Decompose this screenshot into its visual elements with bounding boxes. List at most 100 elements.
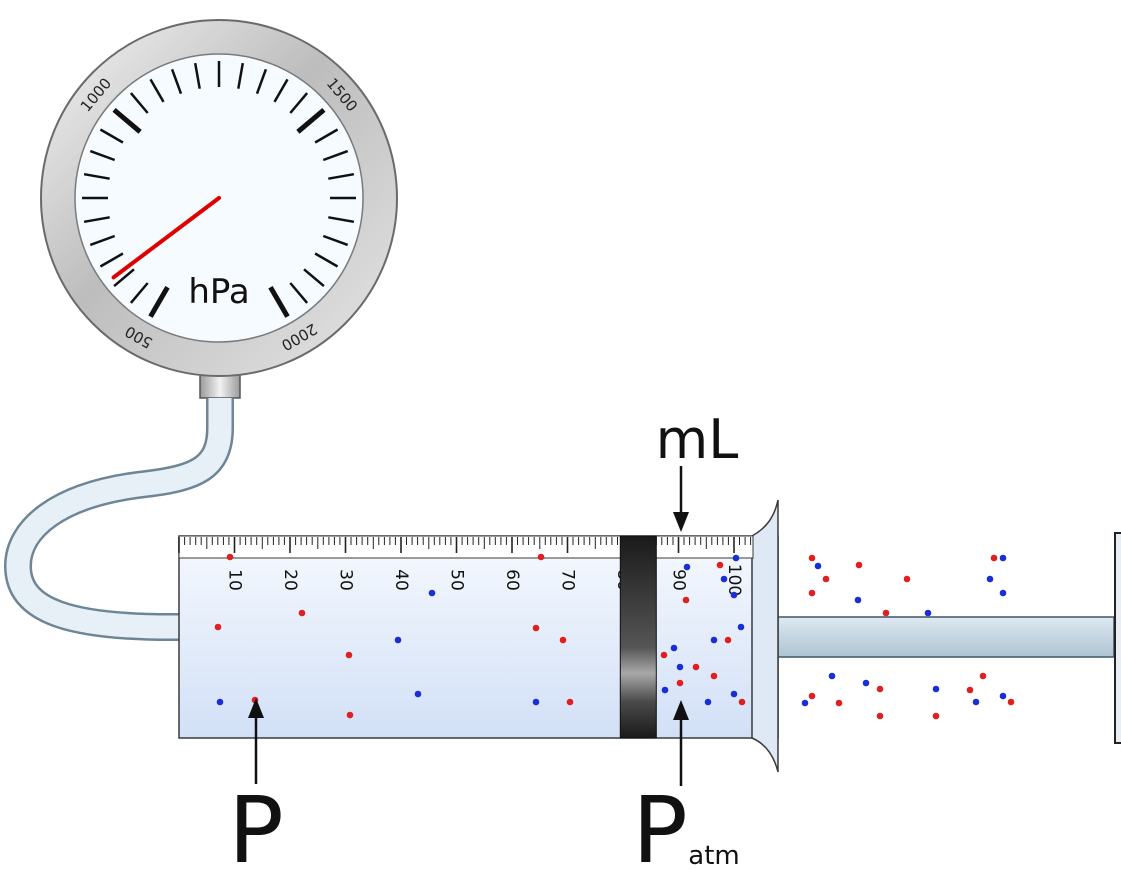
syringe-scale-labels: 102030405060708090100 bbox=[225, 564, 745, 596]
red-particle bbox=[990, 554, 998, 562]
scale-label: 50 bbox=[447, 569, 467, 591]
gauge-tick bbox=[148, 285, 170, 318]
scale-label: 10 bbox=[225, 569, 245, 591]
blue-particle bbox=[394, 636, 402, 644]
gauge-ticks bbox=[82, 61, 356, 318]
red-particle bbox=[882, 609, 890, 617]
red-particle bbox=[876, 685, 884, 693]
red-particle bbox=[566, 698, 574, 706]
red-particle bbox=[808, 692, 816, 700]
gauge-tick bbox=[89, 234, 116, 247]
red-particle bbox=[660, 651, 668, 659]
red-particle bbox=[835, 699, 843, 707]
gauge-unit: hPa bbox=[188, 272, 249, 312]
red-particle bbox=[876, 712, 884, 720]
gauge-tick bbox=[268, 285, 290, 318]
gauge-tick bbox=[314, 252, 339, 268]
syringe-barrel: 102030405060708090100 bbox=[178, 499, 779, 773]
gauge-tick bbox=[328, 216, 355, 224]
blue-particle bbox=[862, 679, 870, 687]
gauge-tick bbox=[237, 62, 245, 89]
red-particle bbox=[214, 623, 222, 631]
blue-particle bbox=[972, 698, 980, 706]
blue-particle bbox=[216, 698, 224, 706]
blue-particle bbox=[730, 690, 738, 698]
scale-label: 90 bbox=[669, 569, 689, 591]
red-particle bbox=[682, 596, 690, 604]
plunger-stopper bbox=[619, 535, 657, 739]
gauge-tick bbox=[322, 149, 349, 162]
scale-label: 40 bbox=[391, 569, 411, 591]
blue-particle bbox=[999, 589, 1007, 597]
gauge-tick bbox=[89, 149, 116, 162]
red-particle bbox=[537, 553, 545, 561]
barrel-flange bbox=[751, 499, 779, 773]
plunger-thumb-plate bbox=[1114, 532, 1121, 744]
gauge-tick bbox=[99, 128, 124, 144]
gas-particles bbox=[214, 553, 1015, 720]
gauge-tick bbox=[289, 92, 309, 114]
red-particle bbox=[345, 651, 353, 659]
atm-pressure-subscript: atm bbox=[688, 841, 739, 870]
red-particle bbox=[298, 609, 306, 617]
gauge-tick bbox=[289, 282, 309, 304]
red-particle bbox=[738, 698, 746, 706]
gauge-tick bbox=[112, 107, 142, 134]
blue-particle bbox=[932, 685, 940, 693]
red-particle bbox=[966, 686, 974, 694]
gauge-needle bbox=[111, 196, 221, 280]
blue-particle bbox=[532, 698, 540, 706]
scale-label: 20 bbox=[280, 569, 300, 591]
red-particle bbox=[716, 561, 724, 569]
gauge-tick bbox=[149, 78, 165, 103]
blue-particle bbox=[854, 596, 862, 604]
blue-particle bbox=[801, 699, 809, 707]
blue-particle bbox=[710, 636, 718, 644]
blue-particle bbox=[828, 672, 836, 680]
gauge-tick bbox=[170, 68, 183, 95]
blue-particle bbox=[924, 609, 932, 617]
blue-particle bbox=[428, 589, 436, 597]
red-particle bbox=[724, 636, 732, 644]
atmospheric-pressure-indicator: P atm bbox=[632, 700, 740, 870]
gauge-tick bbox=[303, 268, 325, 288]
red-particle bbox=[1007, 698, 1015, 706]
red-particle bbox=[808, 554, 816, 562]
atm-pressure-label: P bbox=[632, 777, 687, 870]
pressure-label: P bbox=[228, 777, 283, 870]
blue-particle bbox=[999, 692, 1007, 700]
gauge-tick bbox=[328, 172, 355, 180]
gauge-tick bbox=[296, 107, 326, 134]
blue-particle bbox=[730, 591, 738, 599]
gauge-tick bbox=[193, 62, 201, 89]
blue-particle bbox=[661, 686, 669, 694]
blue-particle bbox=[414, 690, 422, 698]
gauge-tick bbox=[129, 282, 149, 304]
blue-particle bbox=[732, 554, 740, 562]
red-particle bbox=[903, 575, 911, 583]
scale-label: 60 bbox=[502, 569, 522, 591]
scale-label: 70 bbox=[558, 569, 578, 591]
red-particle bbox=[692, 663, 700, 671]
blue-particle bbox=[999, 554, 1007, 562]
red-particle bbox=[532, 624, 540, 632]
red-particle bbox=[822, 575, 830, 583]
gauge-tick bbox=[113, 268, 135, 288]
blue-particle bbox=[986, 575, 994, 583]
volume-unit-label: mL bbox=[656, 408, 739, 471]
red-particle bbox=[346, 711, 354, 719]
red-particle bbox=[226, 553, 234, 561]
blue-particle bbox=[704, 698, 712, 706]
pressure-indicator: P bbox=[228, 698, 284, 870]
gauge-tick bbox=[322, 234, 349, 247]
blue-particle bbox=[683, 563, 691, 571]
volume-indicator: mL bbox=[656, 408, 739, 532]
gauge-tick bbox=[129, 92, 149, 114]
scale-label: 100 bbox=[724, 564, 744, 596]
blue-particle bbox=[814, 562, 822, 570]
gauge-tick bbox=[314, 128, 339, 144]
gauge-tick bbox=[255, 68, 268, 95]
gauge-tick bbox=[99, 252, 124, 268]
